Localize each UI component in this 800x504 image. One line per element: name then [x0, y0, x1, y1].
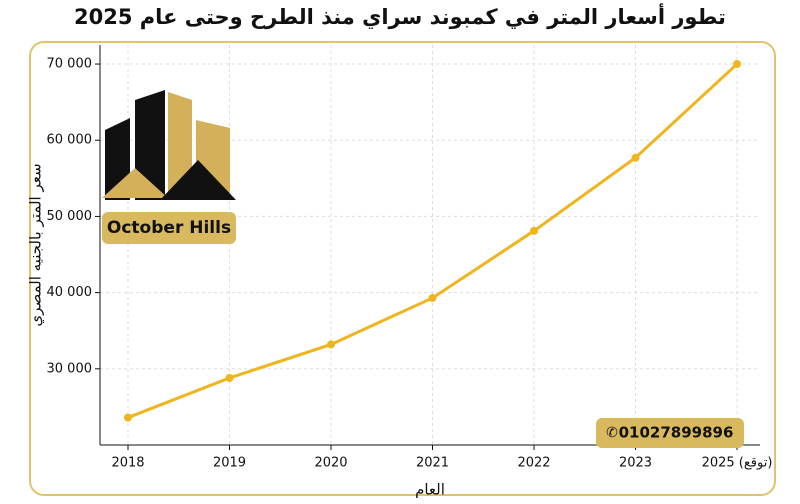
logo: October Hills: [102, 90, 236, 244]
y-tick-label: 50 000: [47, 209, 93, 224]
x-tick-label: 2022: [517, 456, 550, 471]
x-tick-label: 2025 (توقع): [702, 456, 773, 471]
logo-text: October Hills: [107, 218, 231, 238]
y-tick-label: 70 000: [47, 57, 93, 72]
x-tick-label: 2020: [314, 456, 347, 471]
point: [124, 413, 132, 422]
x-tick-label: 2018: [111, 456, 144, 471]
point: [225, 373, 234, 382]
y-tick-label: 30 000: [47, 361, 93, 376]
y-tick-label: 40 000: [47, 285, 93, 300]
point: [327, 340, 335, 349]
point: [631, 153, 640, 162]
y-axis-label: سعر المتر بالجنيه المصري: [27, 163, 46, 326]
plot: 30 000 40 000 50 000 60 000 70 000 2018 2019 20…: [47, 45, 773, 471]
x-tick-label: 2023: [619, 456, 652, 471]
phone-badge: [596, 418, 744, 448]
logo-badge: [102, 212, 236, 244]
x-tick-label: 2021: [416, 456, 449, 471]
y-tick-label: 60 000: [47, 133, 93, 148]
x-axis-label: العام: [415, 481, 445, 499]
chart-title: تطور أسعار المتر في كمبوند سراي منذ الطر…: [74, 2, 726, 30]
phone-icon: ✆: [606, 425, 618, 441]
point: [530, 226, 538, 235]
phone: 01027899896: [619, 424, 734, 442]
point: [733, 60, 741, 69]
x-tick-label: 2019: [213, 456, 246, 471]
point: [428, 293, 437, 302]
frame: [29, 41, 776, 496]
